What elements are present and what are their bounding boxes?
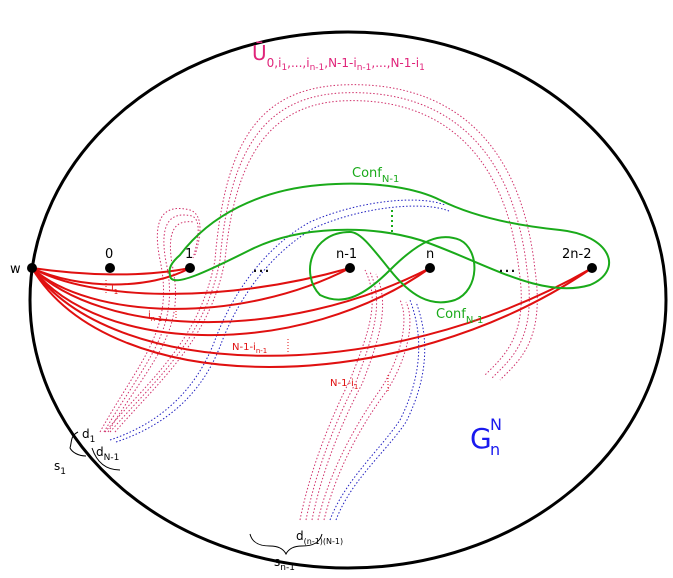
label-in1: in-1	[148, 310, 162, 323]
label-conf-bottom: ConfN-1	[436, 307, 483, 326]
label-point-1: 1	[185, 247, 193, 262]
label-conf-top: ConfN-1	[352, 166, 399, 185]
blue-dotted-loops	[110, 200, 449, 520]
label-point-0: 0	[105, 247, 113, 262]
label-G-sup: N	[490, 415, 502, 434]
label-N1i1: N-1-i1	[330, 378, 358, 391]
label-dN1: dN-1	[96, 445, 119, 463]
point-2n-2	[587, 263, 597, 273]
label-d-n1-N1: d(n-1)(N-1)	[296, 529, 343, 546]
point-1	[185, 263, 195, 273]
label-point-n-1: n-1	[336, 247, 357, 262]
label-G: G	[470, 422, 492, 455]
label-point-n: n	[426, 247, 434, 262]
label-w: w	[10, 262, 21, 277]
label-d1: d1	[82, 427, 95, 445]
point-w	[27, 263, 37, 273]
point-0	[105, 263, 115, 273]
point-n-1	[345, 263, 355, 273]
label-N1in1: N-1-in-1	[232, 342, 267, 355]
strand-count-ticks	[106, 280, 388, 391]
label-s1: s1	[54, 459, 66, 477]
point-n	[425, 263, 435, 273]
label-dots-right: …	[498, 256, 516, 277]
conf-loops	[169, 184, 609, 303]
label-ubar: Ū0,i1,...,in-1,N-1-in-1,...,N-1-i1	[252, 41, 425, 73]
label-point-2n-2: 2n-2	[562, 247, 591, 262]
label-dots-left: …	[252, 256, 270, 277]
label-sn1: sn-1	[274, 555, 295, 573]
label-G-sub: n	[490, 440, 500, 459]
